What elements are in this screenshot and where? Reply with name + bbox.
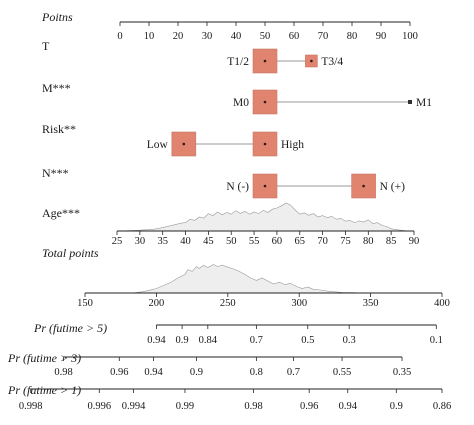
points-tick-label: 30 (202, 31, 213, 42)
age-density-area (125, 202, 406, 232)
axes-layer (30, 21, 443, 393)
n-variable-label: N*** (42, 166, 69, 180)
total-points-tick-label: 350 (363, 298, 379, 309)
pr-5-year-tick-label: 0.5 (301, 335, 314, 346)
pr-1-year-tick-label: 0.994 (122, 401, 146, 412)
n-level-dot (263, 184, 267, 188)
age-tick-label: 85 (386, 236, 397, 247)
age-tick-label: 90 (409, 236, 420, 247)
risk-level-dot (182, 142, 186, 146)
total-points-tick-label: 150 (77, 298, 93, 309)
pr-5-year-tick-label: 0.3 (343, 335, 356, 346)
pr-5-year-tick-label: 0.9 (176, 335, 189, 346)
labels-layer: Poitns 0 10 20 30 40 50 60 70 80 90 100 T T1/2 T3/4 M**… (7, 10, 451, 412)
pr-3-year-tick-label: 0.96 (110, 367, 128, 378)
points-tick-label: 10 (144, 31, 155, 42)
points-tick-label: 20 (173, 31, 184, 42)
pr-1-year-tick-label: 0.9 (390, 401, 403, 412)
pr-1-year-axis-label: Pr (futime > 1) (7, 383, 81, 397)
pr-3-year-tick-label: 0.94 (144, 367, 163, 378)
age-tick-label: 80 (363, 236, 374, 247)
points-tick-label: 100 (402, 31, 418, 42)
pr-1-year-tick-label: 0.996 (87, 401, 111, 412)
age-tick-label: 25 (112, 236, 123, 247)
age-variable-label: Age*** (42, 206, 80, 220)
points-tick-label: 0 (117, 31, 122, 42)
age-tick-label: 65 (295, 236, 306, 247)
age-tick-label: 35 (157, 236, 168, 247)
pr-3-year-axis-label: Pr (futime > 3) (7, 351, 81, 365)
age-tick-label: 45 (203, 236, 214, 247)
pr-1-year-tick-label: 0.86 (433, 401, 451, 412)
pr-1-year-tick-label: 0.998 (19, 401, 43, 412)
m-level-label: M0 (233, 97, 249, 109)
pr-3-year-tick-label: 0.55 (333, 367, 351, 378)
age-tick-label: 50 (226, 236, 237, 247)
pr-3-year-tick-label: 0.9 (190, 367, 203, 378)
total-points-tick-label: 300 (291, 298, 307, 309)
points-tick-label: 60 (289, 31, 300, 42)
points-axis-label: Poitns (41, 10, 73, 24)
risk-variable-label: Risk** (42, 122, 76, 136)
pr-3-year-tick-label: 0.8 (250, 367, 263, 378)
age-tick-label: 75 (340, 236, 351, 247)
pr-5-year-tick-label: 0.84 (199, 335, 218, 346)
pr-1-year-tick-label: 0.96 (300, 401, 318, 412)
points-tick-label: 70 (318, 31, 329, 42)
total-points-label: Total points (42, 246, 99, 260)
t-variable-label: T (42, 39, 50, 53)
age-tick-label: 70 (317, 236, 328, 247)
pr-5-year-axis-label: Pr (futime > 5) (33, 321, 107, 335)
risk-level-label: High (281, 139, 304, 151)
pr-1-year-tick-label: 0.99 (176, 401, 194, 412)
total-points-tick-label: 200 (149, 298, 165, 309)
age-tick-label: 40 (180, 236, 191, 247)
points-tick-label: 90 (376, 31, 387, 42)
density-layer (125, 202, 406, 294)
pr-3-year-tick-label: 0.98 (54, 367, 72, 378)
points-tick-label: 80 (347, 31, 358, 42)
t-level-label: T3/4 (321, 56, 343, 68)
points-tick-label: 50 (260, 31, 271, 42)
age-tick-label: 30 (135, 236, 146, 247)
total-points-tick-label: 250 (220, 298, 236, 309)
pr-3-year-tick-label: 0.35 (393, 367, 411, 378)
t-level-dot (310, 59, 313, 63)
pr-1-year-tick-label: 0.98 (244, 401, 262, 412)
age-tick-label: 60 (272, 236, 283, 247)
m-level-label: M1 (416, 97, 432, 109)
m-level-dot (263, 100, 267, 104)
total-points-tick-label: 400 (434, 298, 450, 309)
n-level-dot (362, 184, 365, 188)
total-points-density-area (134, 264, 357, 294)
marks-layer (171, 48, 412, 199)
m-variable-label: M*** (42, 81, 71, 95)
pr-5-year-tick-label: 0.94 (147, 335, 166, 346)
points-tick-label: 40 (231, 31, 242, 42)
n-level-label: N (-) (226, 181, 249, 193)
n-level-label: N (+) (380, 181, 405, 193)
t-level-dot (263, 59, 267, 63)
pr-5-year-tick-label: 0.7 (250, 335, 263, 346)
pr-3-year-tick-label: 0.7 (287, 367, 300, 378)
age-tick-label: 55 (249, 236, 260, 247)
t-level-label: T1/2 (227, 56, 249, 68)
pr-1-year-tick-label: 0.94 (339, 401, 358, 412)
m-level-marker (408, 100, 412, 104)
pr-5-year-tick-label: 0.1 (430, 335, 443, 346)
risk-level-label: Low (147, 139, 169, 151)
risk-level-dot (263, 142, 267, 146)
